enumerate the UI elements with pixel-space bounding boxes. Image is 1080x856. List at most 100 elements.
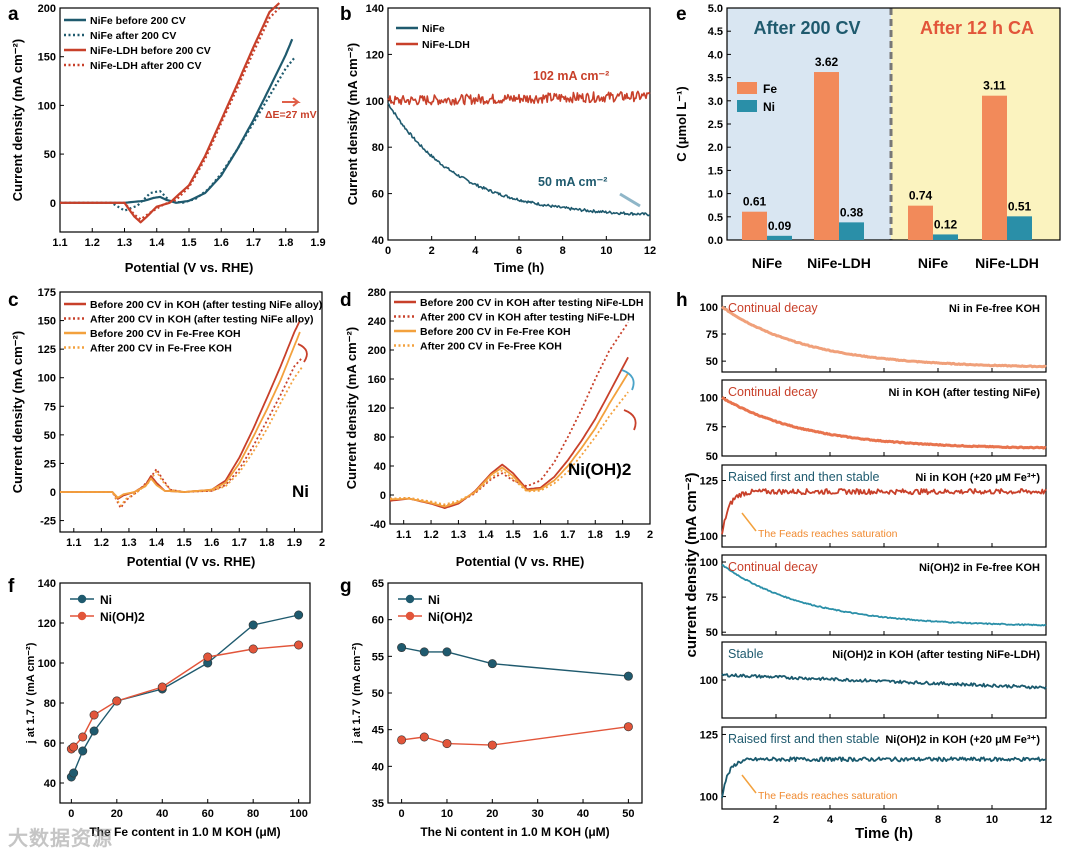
sample-label: Ni [292, 482, 309, 501]
series-line [721, 305, 1047, 369]
data-point [419, 647, 429, 657]
legend-marker [77, 611, 87, 621]
annotation: ΔE=27 mV [265, 109, 317, 121]
data-point [248, 644, 258, 654]
subplot-annotation: The Feads reaches saturation [758, 528, 898, 540]
x-tick-label: 0 [385, 245, 391, 257]
x-tick-label: 1.7 [246, 237, 261, 249]
y-axis-label: Current density (mA cm⁻²) [10, 331, 25, 493]
bar-fe [814, 72, 839, 240]
legend-marker [77, 594, 87, 604]
legend-label: NiFe after 200 CV [90, 30, 176, 42]
x-tick-label: 100 [289, 808, 307, 820]
y-tick-label: 200 [38, 3, 56, 15]
series-line [721, 396, 1047, 450]
series-line [60, 365, 304, 507]
annotation: 102 mA cm⁻² [533, 69, 609, 83]
panel-c: 1.1 1.2 1.3 1.4 1.5 1.6 1.7 1.8 1.9 2 -25 0 25 50 75 10… [8, 287, 325, 569]
value-label: 3.11 [983, 79, 1006, 93]
data-point [623, 722, 633, 732]
y-tick-label: 40 [374, 461, 386, 473]
data-point [89, 710, 99, 720]
y-tick-label: 5.0 [708, 3, 723, 15]
y-axis-label: j at 1.7 V (mA cm⁻²) [351, 642, 363, 744]
series-line [60, 38, 294, 204]
plot-frame [59, 291, 323, 533]
x-axis-label: The Fe content in 1.0 M KOH (μM) [89, 825, 280, 839]
x-tick-label: 10 [600, 245, 612, 257]
arrow-icon [619, 192, 641, 208]
y-tick-label: -25 [40, 516, 56, 528]
x-tick-label: 12 [644, 245, 656, 257]
legend-label: Ni(OH)2 [100, 610, 145, 624]
legend-label: After 200 CV in Fe-Free KOH [90, 343, 232, 355]
x-tick-label: 1.7 [232, 537, 247, 549]
y-tick-label: 25 [44, 458, 56, 470]
y-tick-label: 4.5 [708, 26, 723, 38]
x-tick-label: 2 [773, 814, 779, 826]
y-tick-label: 75 [706, 329, 718, 341]
watermark: 大数据资源 [8, 826, 113, 850]
y-tick-label: 125 [38, 344, 56, 356]
x-tick-label: 1.3 [451, 529, 466, 541]
legend-label: After 200 CV in KOH after testing NiFe-L… [420, 312, 635, 324]
arrow-icon [741, 512, 757, 532]
subplot-note: Raised first and then stable [728, 470, 880, 484]
x-tick-label: 1.2 [94, 537, 109, 549]
y-tick-label: 35 [372, 798, 384, 810]
series-line [389, 372, 629, 508]
x-tick-label: 50 [622, 808, 634, 820]
category-label: NiFe [752, 255, 783, 271]
series-line [70, 644, 299, 750]
x-tick-label: 6 [881, 814, 887, 826]
section-title: After 200 CV [753, 18, 860, 38]
x-tick-label: 1.4 [478, 529, 494, 541]
subplot-title: Ni(OH)2 in KOH (+20 μM Fe³⁺) [885, 734, 1040, 746]
data-point [419, 732, 429, 742]
series-line [389, 356, 629, 510]
panel-a: 1.1 1.2 1.3 1.4 1.5 1.6 1.7 1.8 1.9 0 50 100 150 200 N… [8, 2, 326, 275]
y-tick-label: 40 [372, 761, 384, 773]
x-tick-label: 10 [986, 814, 998, 826]
series-line [721, 673, 1047, 690]
data-point [78, 746, 88, 756]
y-tick-label: 50 [44, 430, 56, 442]
panel-f: 0 20 40 60 80 100 40 60 80 100 120 140 Ni Ni(OH)2 f j a… [8, 576, 311, 839]
y-tick-label: 0.0 [708, 235, 723, 247]
arrow-icon [621, 369, 635, 391]
series-line [60, 356, 304, 509]
panel-letter: d [340, 290, 352, 311]
legend-label: Ni [763, 100, 775, 114]
value-label: 3.62 [815, 55, 839, 69]
bar-fe [982, 95, 1007, 240]
x-tick-label: 20 [111, 808, 123, 820]
x-tick-label: 80 [247, 808, 259, 820]
x-tick-label: 1.2 [85, 237, 100, 249]
panel-letter: c [8, 290, 19, 311]
x-tick-label: 1.1 [52, 237, 67, 249]
y-tick-label: 140 [38, 578, 56, 590]
series-line [60, 55, 297, 212]
subplot-note: Continual decay [728, 385, 818, 399]
subplot-title: Ni in KOH (after testing NiFe) [888, 387, 1040, 399]
subplot: 50 75 100 Continual decay Ni in KOH (after t… [700, 379, 1047, 463]
y-tick-label: 2.0 [708, 142, 723, 154]
bar-ni [1007, 216, 1032, 240]
data-point [69, 768, 79, 778]
bar-ni [767, 235, 792, 240]
subplot-title: Ni(OH)2 in KOH (after testing NiFe-LDH) [832, 649, 1040, 661]
arrow-icon [623, 409, 637, 431]
series-line [389, 391, 629, 506]
legend-label: Before 200 CV in Fe-Free KOH [90, 328, 241, 340]
x-tick-label: 6 [516, 245, 522, 257]
y-tick-label: 100 [700, 675, 718, 687]
legend-label: NiFe-LDH before 200 CV [90, 45, 211, 57]
series-line [401, 646, 629, 677]
x-tick-label: 1.1 [66, 537, 81, 549]
y-tick-label: 80 [374, 432, 386, 444]
y-tick-label: 2.5 [708, 119, 723, 131]
y-tick-label: 40 [44, 778, 56, 790]
y-tick-label: 75 [44, 401, 56, 413]
y-tick-label: 120 [38, 618, 56, 630]
series-line [721, 756, 1047, 798]
